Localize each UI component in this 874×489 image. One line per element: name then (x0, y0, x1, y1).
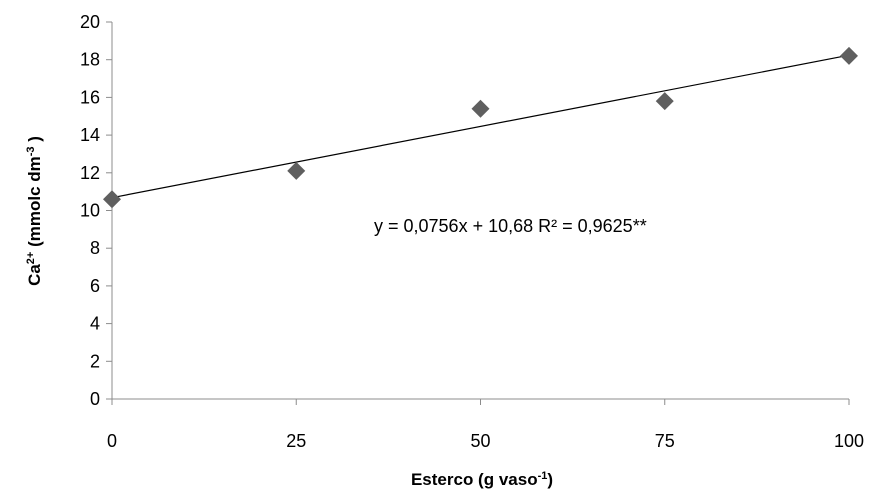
y-tick-label: 6 (90, 276, 100, 296)
data-point-marker (103, 190, 121, 209)
y-tick-label: 2 (90, 351, 100, 371)
y-tick-label: 4 (90, 314, 100, 334)
trendline (111, 54, 850, 199)
y-tick-label: 8 (90, 238, 100, 258)
data-points (103, 46, 858, 209)
y-tick-label: 20 (80, 12, 100, 32)
y-axis-title-mid: (mmolc dm (25, 156, 44, 251)
x-tick-label: 25 (286, 431, 306, 451)
x-tick-label: 75 (655, 431, 675, 451)
y-axis-title-superscript-2: -3 (25, 146, 37, 156)
y-tick-label: 12 (80, 163, 100, 183)
x-tick-label: 0 (107, 431, 117, 451)
x-tick-label: 100 (834, 431, 864, 451)
y-tick-label: 0 (90, 389, 100, 409)
y-axis-title: Ca2+ (mmolc dm-3 ) (25, 136, 44, 286)
data-point-marker (655, 92, 674, 111)
y-tick-label: 18 (80, 50, 100, 70)
regression-equation: y = 0,0756x + 10,68 R² = 0,9625** (374, 216, 647, 236)
data-point-marker (840, 46, 858, 65)
x-axis-title: Esterco (g vaso-1) (411, 470, 553, 489)
x-axis-title-superscript: -1 (538, 470, 548, 482)
y-tick-label: 14 (80, 125, 100, 145)
y-axis-title-main: Ca (25, 264, 44, 286)
data-point-marker (471, 99, 490, 118)
y-tick-label: 10 (80, 201, 100, 221)
x-axis-title-main: Esterco (g vaso (411, 470, 538, 489)
y-axis-ticks: 0 2 4 6 8 10 12 14 16 18 20 (80, 12, 112, 409)
x-axis-title-end: ) (547, 470, 553, 489)
y-axis-title-superscript-1: 2+ (25, 252, 37, 265)
x-tick-label: 50 (470, 431, 490, 451)
data-point-marker (287, 161, 306, 180)
y-axis-title-end: ) (25, 136, 44, 146)
x-axis-ticks: 0 25 50 75 100 (107, 399, 864, 451)
y-tick-label: 16 (80, 87, 100, 107)
